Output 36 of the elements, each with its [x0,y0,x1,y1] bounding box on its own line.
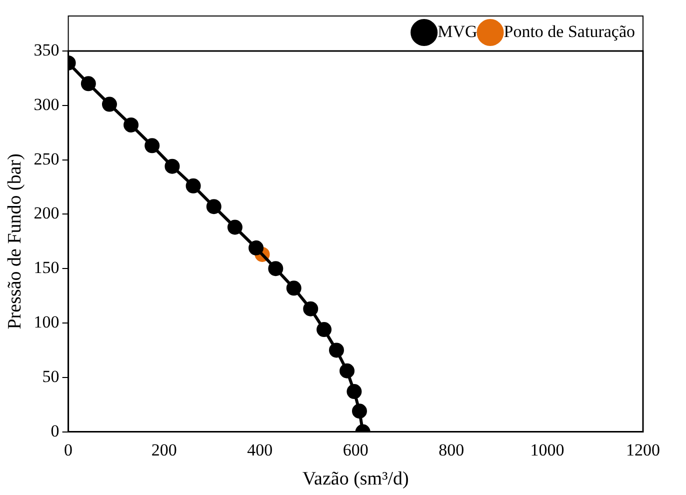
y-tick-label: 300 [34,94,60,114]
point [206,199,222,214]
point [102,96,117,112]
point [186,178,201,194]
point [340,363,355,378]
point [316,322,332,338]
y-tick-label: 200 [34,204,60,223]
y-tick-label: 50 [42,366,60,386]
point [352,404,367,419]
y-tick-label: 350 [34,40,60,60]
x-tick-label: 1000 [530,440,564,460]
point [80,76,96,92]
point [268,261,284,276]
point [227,220,242,235]
x-axis-title: Vazão (sm³/d) [302,468,409,490]
legend-label: MVG [438,22,478,41]
x-tick-label: 0 [64,440,73,460]
x-tick-label: 1200 [626,440,660,460]
point [303,301,318,316]
y-tick-label: 0 [50,421,60,440]
point [248,240,264,256]
point [124,117,139,132]
y-tick-label: 100 [34,312,60,332]
y-axis-title: Pressão de Fundo (bar) [4,154,26,330]
legend-label: Ponto de Saturação [504,22,636,41]
point [286,280,302,296]
y-tick-label: 250 [34,149,60,168]
point [328,342,344,358]
x-tick-label: 400 [247,440,273,460]
x-tick-label: 600 [342,440,368,460]
point [164,158,180,174]
x-tick-label: 200 [151,440,177,460]
x-tick-label: 800 [438,440,464,460]
point [144,138,160,154]
point [346,384,362,400]
y-tick-label: 150 [34,258,60,278]
